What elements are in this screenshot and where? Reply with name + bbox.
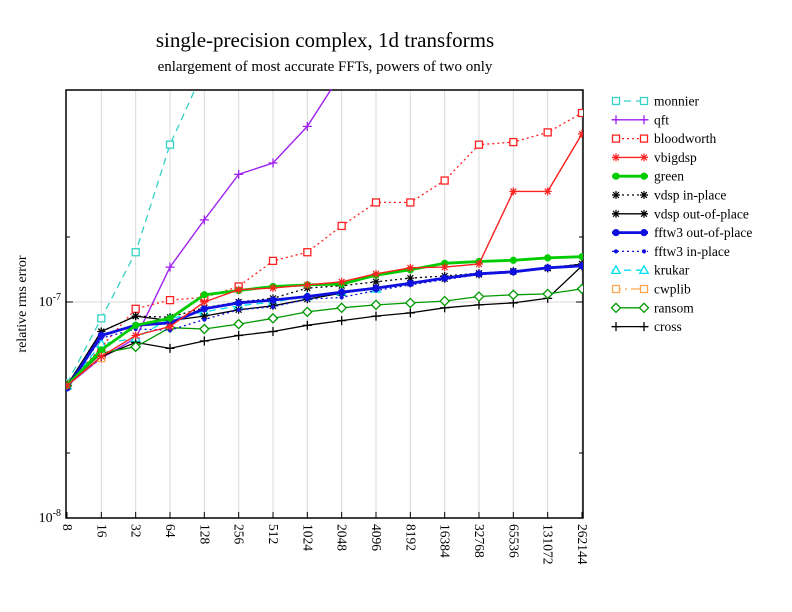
- x-tick-label: 131072: [541, 524, 556, 565]
- series-qft: [66, 89, 333, 391]
- legend-entry-krukar: krukar: [610, 263, 690, 278]
- x-tick-labels: 8 16 32 64 128 256 512 1024 2048 4096 8192 16384 327…: [60, 524, 590, 565]
- legend-label: fftw3 in-place: [654, 244, 730, 259]
- series-fftw3-out-of-place: [66, 262, 583, 392]
- y-tick-label: 10-7: [39, 292, 61, 310]
- legend-entry-green: green: [612, 169, 684, 184]
- x-tick-label: 16384: [438, 524, 453, 558]
- legend-label: bloodworth: [654, 131, 716, 146]
- legend-entry-cwplib: cwplib: [611, 282, 691, 297]
- x-tick-label: 64: [163, 524, 178, 538]
- x-tick-label: 256: [232, 524, 247, 545]
- legend-label: krukar: [654, 263, 690, 278]
- x-tick-label: 4096: [369, 524, 384, 551]
- x-tick-label: 262144: [575, 524, 590, 565]
- series-bloodworth: [66, 108, 583, 390]
- legend-entry-qft: qft: [611, 112, 669, 127]
- series-vbigdsp: [66, 129, 583, 390]
- chart-title: single-precision complex, 1d transforms: [155, 28, 495, 52]
- legend-label: ransom: [654, 300, 694, 315]
- legend-entry-vdsp-out-of-place: vdsp out-of-place: [612, 206, 749, 221]
- legend-entry-ransom: ransom: [610, 300, 694, 315]
- y-tick-labels: 10-7 10-8: [39, 292, 61, 526]
- legend: monnier qft bloodworth vbigdsp green vdsp in-…: [610, 94, 752, 334]
- x-tick-label: 32768: [472, 524, 487, 558]
- legend-entry-fftw3-out-of-place: fftw3 out-of-place: [612, 225, 752, 240]
- plot-border: [65, 89, 584, 519]
- x-tick-label: 65536: [506, 524, 521, 558]
- chart-subtitle: enlargement of most accurate FFTs, power…: [157, 59, 493, 75]
- x-tick-label: 2048: [335, 524, 350, 551]
- x-tick-label: 128: [197, 524, 212, 545]
- legend-entry-bloodworth: bloodworth: [611, 131, 716, 146]
- legend-entry-vbigdsp: vbigdsp: [612, 150, 697, 165]
- legend-entry-monnier: monnier: [611, 94, 699, 109]
- legend-label: vdsp out-of-place: [654, 206, 749, 221]
- legend-label: green: [654, 169, 684, 184]
- legend-label: vbigdsp: [654, 150, 697, 165]
- x-tick-label: 8: [60, 524, 75, 531]
- axis-ticks: [66, 236, 583, 519]
- x-tick-label: 512: [266, 524, 281, 544]
- legend-label: cwplib: [654, 282, 691, 297]
- legend-label: cross: [654, 319, 682, 334]
- x-tick-label: 32: [129, 524, 144, 538]
- legend-label: monnier: [654, 94, 699, 109]
- legend-entry-fftw3-in-place: fftw3 in-place: [612, 244, 730, 259]
- x-tick-label: 16: [94, 524, 109, 538]
- legend-entry-cross: cross: [611, 319, 682, 334]
- x-tick-label: 1024: [300, 524, 315, 551]
- legend-label: fftw3 out-of-place: [654, 225, 752, 240]
- series-green: [66, 253, 583, 390]
- y-tick-label: 10-8: [39, 508, 61, 526]
- legend-label: qft: [654, 112, 669, 127]
- legend-label: vdsp in-place: [654, 188, 726, 203]
- legend-entry-vdsp-in-place: vdsp in-place: [612, 188, 726, 203]
- series-ransom: [66, 283, 583, 392]
- x-tick-label: 8192: [403, 524, 418, 551]
